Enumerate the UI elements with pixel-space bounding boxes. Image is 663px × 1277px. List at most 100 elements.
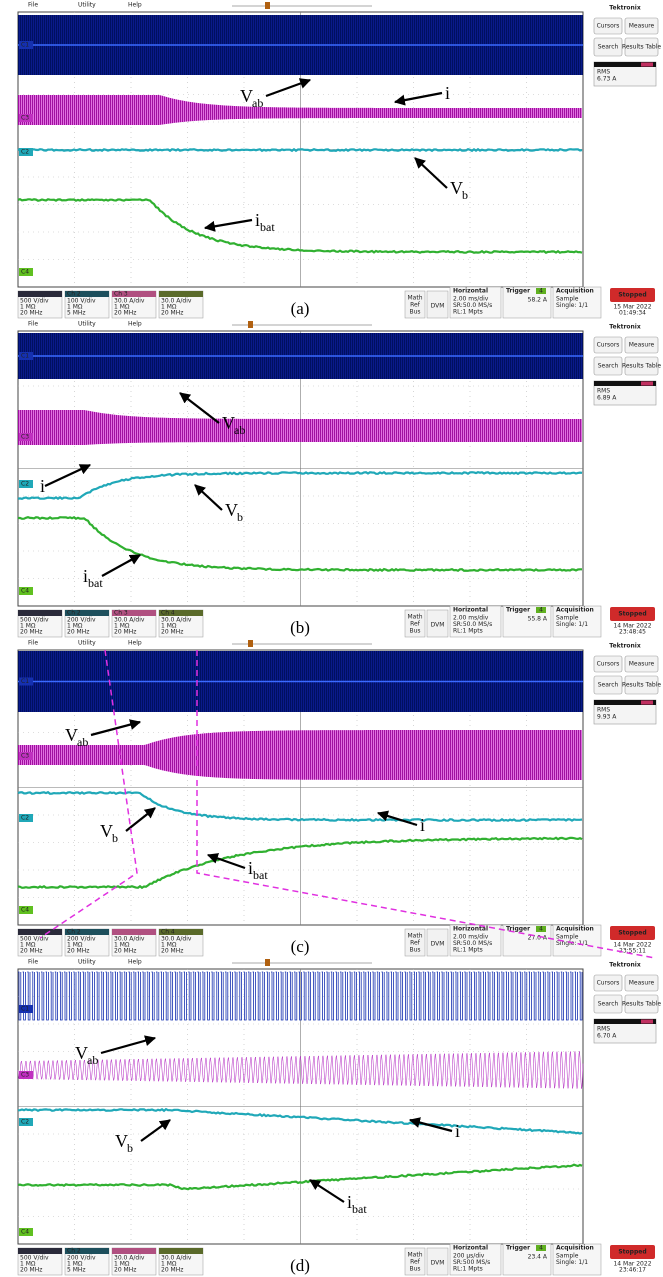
stopped-label[interactable]: Stopped	[618, 611, 646, 618]
math-label: Math	[407, 295, 422, 302]
sidebar-button-label[interactable]: Cursors	[597, 980, 620, 987]
timeline-marker	[248, 321, 253, 328]
annotation-sub: b	[127, 1141, 133, 1155]
channel-marker: C4	[21, 1229, 29, 1236]
sidebar-button-label[interactable]: Search	[598, 363, 619, 370]
math-label: Math	[407, 1252, 422, 1259]
channel-marker: C2	[21, 481, 29, 488]
horizontal-title: Horizontal	[453, 607, 488, 614]
acquisition-title: Acquisition	[556, 1245, 594, 1252]
channel-bandwidth: 20 MHz	[161, 948, 183, 955]
measure-name: RMS	[597, 69, 610, 76]
channel-bandwidth: 20 MHz	[114, 310, 136, 317]
sidebar-button-label[interactable]: Measure	[629, 980, 655, 987]
channel-marker: C2	[21, 815, 29, 822]
channel-header: Ch 3	[114, 291, 128, 298]
channel-head	[18, 610, 62, 616]
horizontal-title: Horizontal	[453, 1245, 488, 1252]
channel-header: Ch 2	[67, 1248, 81, 1255]
trigger-channel: 4	[539, 607, 543, 614]
sidebar-button-label[interactable]: Results Table	[622, 363, 661, 370]
caption: (a)	[291, 299, 310, 318]
annotation-sub: bat	[352, 1202, 367, 1216]
menu-item: Help	[128, 640, 142, 647]
channel-bandwidth: 20 MHz	[20, 629, 42, 636]
horizontal-value: RL:1 Mpts	[453, 1266, 483, 1273]
channel-bandwidth: 20 MHz	[67, 629, 89, 636]
channel-bandwidth: 20 MHz	[161, 310, 183, 317]
menu-item: Utility	[78, 640, 96, 647]
timeline-marker	[265, 2, 270, 9]
channel-header: Ch 2	[67, 291, 81, 298]
sidebar-button-label[interactable]: Cursors	[597, 23, 620, 30]
scope-panel: File Utility Help C1 C3 C2 C4 Tektronix Cursors M…	[18, 640, 661, 959]
channel-header: Ch 4	[161, 610, 175, 617]
menu-item: Utility	[78, 2, 96, 9]
channel-head	[159, 291, 203, 297]
menu-item: File	[28, 2, 38, 9]
sidebar-button-label[interactable]: Measure	[629, 342, 655, 349]
annotation: i	[420, 815, 425, 835]
sidebar-button-label[interactable]: Results Table	[622, 44, 661, 51]
measure-tag	[641, 1020, 653, 1024]
menu-item: File	[28, 959, 38, 966]
time: 23:46:17	[619, 1267, 646, 1274]
sidebar-button-label[interactable]: Measure	[629, 23, 655, 30]
stopped-label[interactable]: Stopped	[618, 930, 646, 937]
channel-marker: C3	[21, 434, 29, 441]
annotation-sub: bat	[253, 868, 268, 882]
scope-panel: FileUtilityHelpC1C3C2C4TektronixCursorsM…	[18, 959, 661, 1276]
channel-bandwidth: 20 MHz	[161, 629, 183, 636]
measure-name: RMS	[597, 707, 610, 714]
brand: Tektronix	[609, 962, 641, 969]
trigger-channel: 4	[539, 288, 543, 295]
measure-tag	[641, 701, 653, 705]
channel-marker: C1	[21, 678, 29, 685]
trigger-level: 58.2 A	[528, 297, 548, 304]
sidebar-button-label[interactable]: Cursors	[597, 661, 620, 668]
measure-tag	[641, 382, 653, 386]
sidebar-button-label[interactable]: Measure	[629, 661, 655, 668]
sidebar-button-label[interactable]: Search	[598, 1001, 619, 1008]
annotation: i	[455, 1121, 460, 1141]
annotation-sub: b	[112, 831, 118, 845]
math-label: Bus	[409, 628, 420, 635]
math-label: Math	[407, 614, 422, 621]
channel-bandwidth: 20 MHz	[114, 629, 136, 636]
channel-head	[18, 929, 62, 935]
horizontal-value: RL:1 Mpts	[453, 309, 483, 316]
figure: File Utility Help C1 C3 C2 C4 Tektronix Cursors M…	[0, 0, 663, 1277]
measure-value: 6.89 A	[597, 395, 617, 402]
menu-item: File	[28, 640, 38, 647]
sidebar-button-label[interactable]: Search	[598, 44, 619, 51]
menu-item: Utility	[78, 321, 96, 328]
sidebar-button-label[interactable]: Results Table	[622, 1001, 661, 1008]
dvm-label: DVM	[431, 303, 445, 310]
channel-head	[112, 1248, 156, 1254]
channel-marker: C3	[21, 753, 29, 760]
trigger-channel: 4	[539, 926, 543, 933]
sidebar-button-label[interactable]: Cursors	[597, 342, 620, 349]
measure-value: 6.70 A	[597, 1033, 617, 1040]
channel-bandwidth: 20 MHz	[20, 1267, 42, 1274]
sidebar-button-label[interactable]: Results Table	[622, 682, 661, 689]
stopped-label[interactable]: Stopped	[618, 1249, 646, 1256]
measure-name: RMS	[597, 1026, 610, 1033]
channel-marker: C1	[21, 1006, 29, 1013]
acquisition-title: Acquisition	[556, 288, 594, 295]
acquisition-title: Acquisition	[556, 607, 594, 614]
annotation: i	[40, 476, 45, 496]
channel-marker: C4	[21, 907, 29, 914]
scope-panel: FileUtilityHelpC1C3C2C4TektronixCursorsM…	[18, 321, 661, 638]
annotation-sub: b	[237, 510, 243, 524]
measure-tag	[641, 63, 653, 67]
sidebar-button-label[interactable]: Search	[598, 682, 619, 689]
menu-item: Utility	[78, 959, 96, 966]
trigger-title: Trigger	[506, 288, 530, 295]
brand: Tektronix	[609, 643, 641, 650]
measure-name: RMS	[597, 388, 610, 395]
annotation-sub: ab	[77, 735, 88, 749]
stopped-label[interactable]: Stopped	[618, 292, 646, 299]
channel-header: Ch 2	[67, 929, 81, 936]
channel-marker: C1	[21, 42, 29, 49]
